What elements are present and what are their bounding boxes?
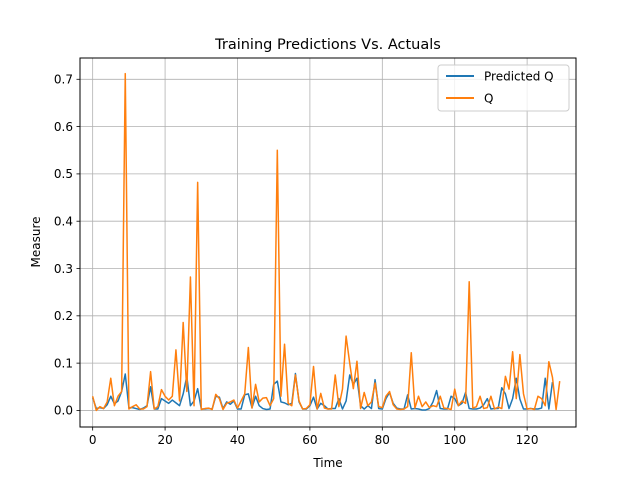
y-tick-label: 0.3 (54, 262, 73, 276)
y-tick-label: 0.0 (54, 404, 73, 418)
x-tick-label: 120 (516, 433, 539, 447)
series-line-q (91, 72, 561, 412)
grid-layer (80, 58, 576, 427)
x-tick-label: 20 (157, 433, 172, 447)
legend: Predicted Q Q (437, 64, 570, 112)
y-tick-label: 0.4 (54, 215, 73, 229)
y-tick-label: 0.2 (54, 309, 73, 323)
ticks-layer: 0 20 40 60 80 100 120 0.0 0.1 0.2 0.3 0.4 0.5 0.6 0.7 (54, 73, 539, 447)
x-tick-label: 100 (443, 433, 466, 447)
series-line-predicted-q (91, 372, 554, 411)
legend-label-q: Q (484, 92, 493, 106)
y-tick-label: 0.6 (54, 120, 73, 134)
x-tick-label: 40 (230, 433, 245, 447)
x-tick-label: 0 (89, 433, 97, 447)
legend-label-predicted-q: Predicted Q (484, 70, 554, 84)
x-tick-label: 60 (302, 433, 317, 447)
chart-title: Training Predictions Vs. Actuals (214, 37, 441, 53)
y-tick-label: 0.1 (54, 356, 73, 370)
y-tick-label: 0.5 (54, 167, 73, 181)
x-axis-label: Time (312, 456, 342, 470)
y-axis-label: Measure (29, 217, 43, 268)
y-tick-label: 0.7 (54, 73, 73, 87)
plot-frame (79, 57, 577, 428)
series-layer (91, 72, 561, 412)
x-tick-label: 80 (375, 433, 390, 447)
